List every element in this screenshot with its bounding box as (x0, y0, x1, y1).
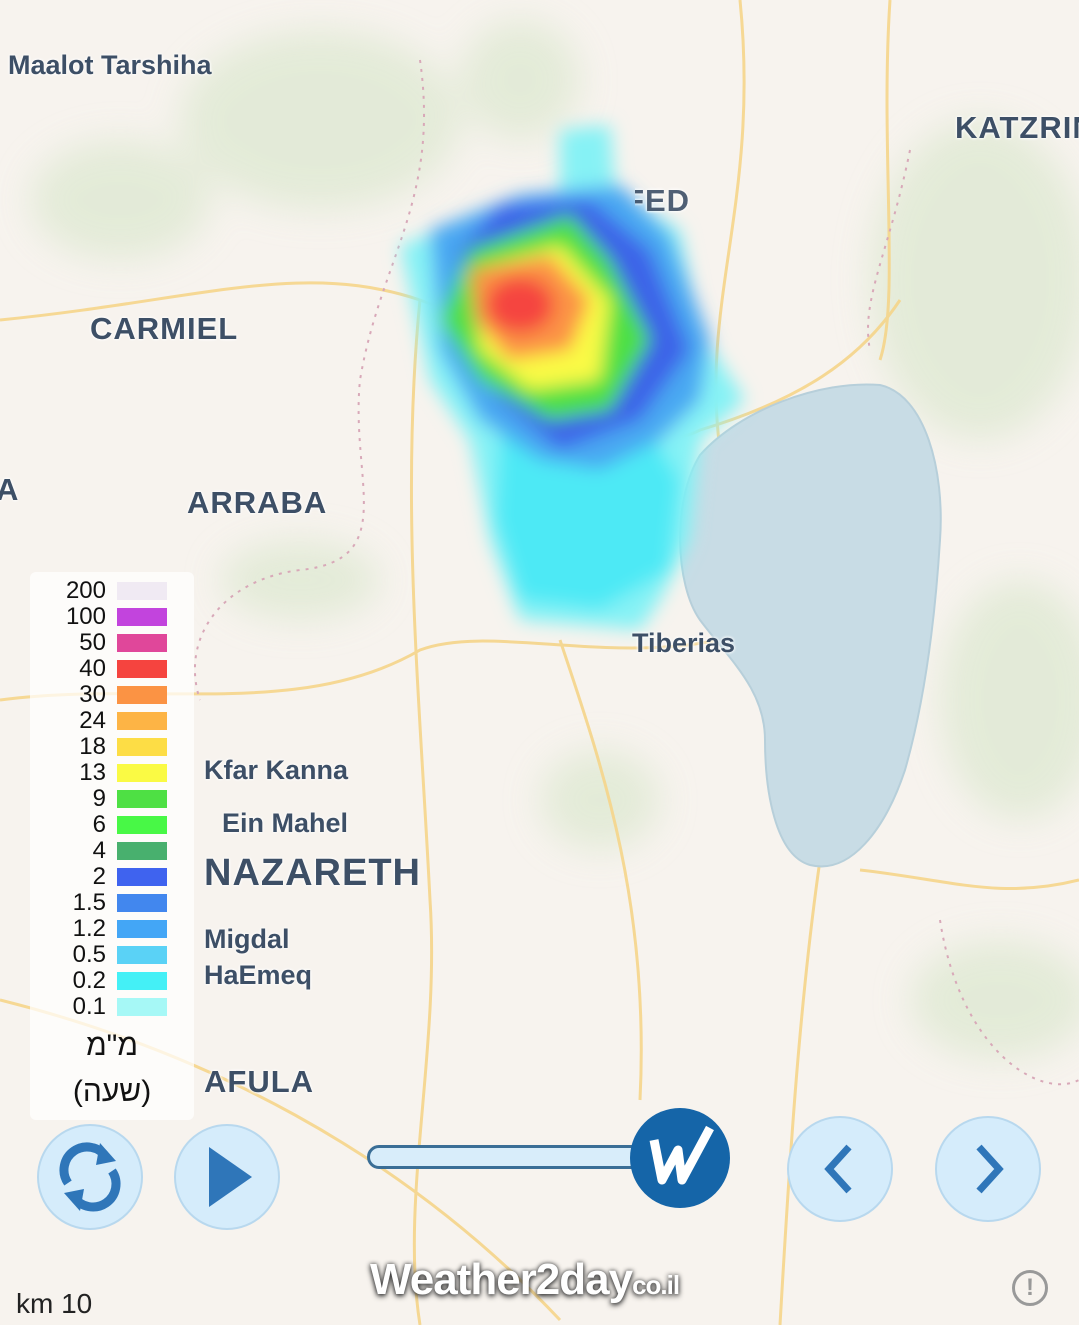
info-button[interactable]: ! (1012, 1270, 1048, 1306)
next-frame-button[interactable] (935, 1116, 1041, 1222)
legend-value: 0.2 (72, 967, 106, 994)
legend-swatch (117, 582, 167, 600)
legend-row: 13 (30, 760, 194, 786)
legend-row: 1.2 (30, 916, 194, 942)
map-label-haemeq: HaEmeq (204, 960, 313, 990)
map-label-tiberias: Tiberias (632, 628, 736, 658)
borders (194, 59, 1079, 1086)
previous-frame-button[interactable] (787, 1116, 893, 1222)
map-label-safed: SAFED (580, 183, 691, 218)
legend-swatch (117, 816, 167, 834)
weather2day-logo-icon (649, 1125, 714, 1185)
legend-row: 0.5 (30, 942, 194, 968)
legend-value: 0.5 (72, 941, 106, 968)
timeline-slider-handle[interactable] (630, 1108, 730, 1208)
legend-value: 1.2 (72, 915, 106, 942)
timeline-slider[interactable] (367, 1145, 667, 1169)
legend-swatch (117, 608, 167, 626)
legend-value: 40 (79, 655, 106, 682)
legend-swatch (117, 712, 167, 730)
legend-value: 13 (79, 759, 106, 786)
brand-logo: Weather2dayco.il (370, 1255, 680, 1305)
legend-value: 30 (79, 681, 106, 708)
legend-swatch (117, 894, 167, 912)
legend-row: 200 (30, 578, 194, 604)
legend-swatch (117, 686, 167, 704)
legend-value: 0.1 (72, 993, 106, 1020)
play-icon (209, 1147, 252, 1207)
legend-swatch (117, 920, 167, 938)
map-label-migdal: Migdal (204, 924, 290, 954)
legend-row: 18 (30, 734, 194, 760)
legend-row: 4 (30, 838, 194, 864)
legend-row: 1.5 (30, 890, 194, 916)
legend-swatch (117, 790, 167, 808)
legend-swatch (117, 998, 167, 1016)
legend-row: 24 (30, 708, 194, 734)
legend-row: 100 (30, 604, 194, 630)
legend-value: 100 (65, 603, 106, 630)
map-label-nazareth: NAZARETH (204, 852, 421, 894)
refresh-icon (59, 1142, 121, 1212)
map-label-edge: A (0, 472, 20, 507)
scale-bar-label: km 10 (16, 1288, 93, 1319)
map-label-ein-mahel: Ein Mahel (222, 808, 349, 838)
legend-swatch (117, 868, 167, 886)
legend-value: 24 (79, 707, 106, 734)
brand-name: Weather2day (370, 1255, 633, 1304)
legend-swatch (117, 634, 167, 652)
legend-value: 4 (92, 837, 106, 864)
legend-value: 18 (79, 733, 106, 760)
legend-value: 1.5 (72, 889, 106, 916)
legend-row: 50 (30, 630, 194, 656)
legend-swatch (117, 738, 167, 756)
legend-swatch (117, 764, 167, 782)
legend-row: 0.1 (30, 994, 194, 1020)
legend-unit: מ"מ (86, 1029, 138, 1062)
sea-of-galilee (679, 383, 942, 868)
legend-swatch (117, 842, 167, 860)
legend-row: 30 (30, 682, 194, 708)
legend-value: 9 (92, 785, 106, 812)
legend-swatch (117, 660, 167, 678)
legend-value: 200 (65, 577, 106, 604)
map-label-katzrin: KATZRIN (955, 110, 1079, 145)
legend-swatch (117, 946, 167, 964)
map-label-kfar-kanna: Kfar Kanna (204, 755, 349, 785)
legend-row: 2 (30, 864, 194, 890)
map-label-afula: AFULA (204, 1064, 315, 1099)
legend-row: 6 (30, 812, 194, 838)
refresh-button[interactable] (37, 1124, 143, 1230)
precipitation-legend: 200 100 50 40 30 24 18 13 9 6 4 2 1.5 1.2 0.5 0.2 0.1 מ"מ… (30, 572, 194, 1120)
map-label-maalot-tarshiha: Maalot Tarshiha (8, 50, 212, 80)
play-button[interactable] (174, 1124, 280, 1230)
vegetation (30, 20, 1079, 1060)
legend-value: 6 (92, 811, 106, 838)
legend-swatch (117, 972, 167, 990)
chevron-right-icon (976, 1144, 1004, 1194)
radar-echoes (400, 125, 745, 630)
legend-row: 40 (30, 656, 194, 682)
map-label-carmiel: CARMIEL (90, 311, 239, 346)
brand-suffix: co.il (632, 1270, 680, 1300)
legend-row: 0.2 (30, 968, 194, 994)
legend-value: 50 (79, 629, 106, 656)
legend-unit-period: (שעה) (72, 1075, 152, 1108)
info-icon: ! (1026, 1274, 1034, 1301)
chevron-left-icon (824, 1144, 852, 1194)
map-label-arraba: ARRABA (187, 485, 328, 520)
legend-value: 2 (92, 863, 106, 890)
legend-row: 9 (30, 786, 194, 812)
